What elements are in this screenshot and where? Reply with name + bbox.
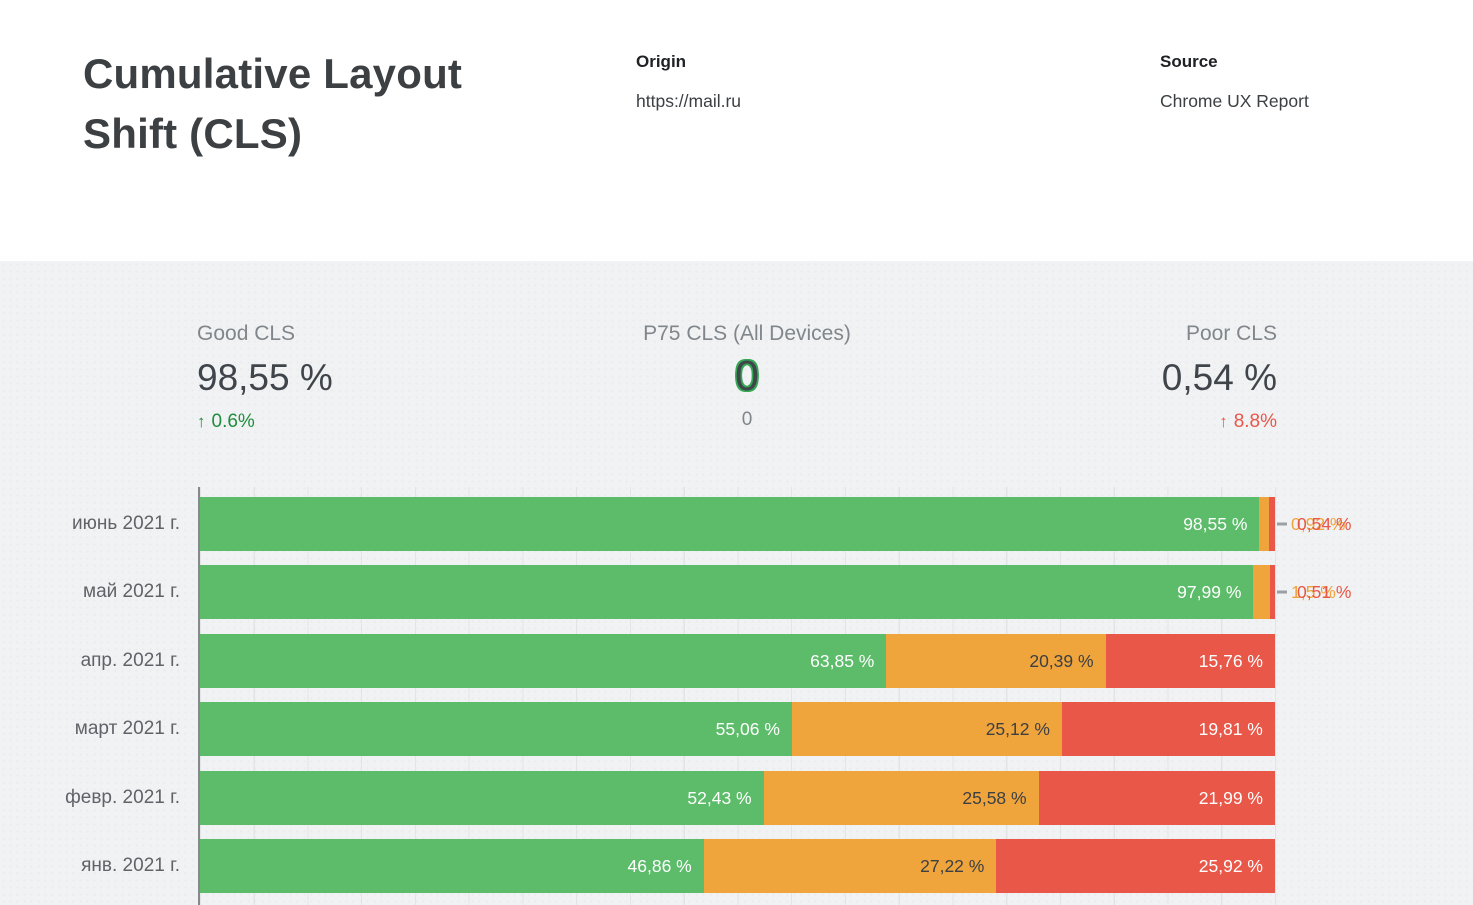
scorecard-delta: ↑ 8.8% [1162,410,1277,433]
bar-row: 63,85 % 20,39 % 15,76 % [200,633,1275,688]
bar-segment-poor[interactable] [1269,565,1275,620]
bar-row: 52,43 % 25,58 % 21,99 % [200,770,1275,825]
origin-label: Origin [636,52,687,71]
scorecard-value: 0,54 % [1161,357,1277,398]
scorecard-value: 98,55 % [197,357,333,398]
bar-value-label: 98,55 % [1183,514,1248,534]
bar-segment-good[interactable]: 52,43 % [200,770,764,825]
bar-value-label: 20,39 % [1029,650,1094,671]
bar-segment-good[interactable]: 46,86 % [200,839,704,893]
category-label: июнь 2021 г. [72,513,180,534]
bar-segment-needs-improvement[interactable]: 25,12 % [791,702,1062,757]
page-title: Cumulative Layout Shift (CLS) [83,50,463,157]
bar-value-label: 63,85 % [810,650,875,671]
bar-segment-poor[interactable]: 15,76 % [1105,633,1275,688]
bar-value-label: 25,12 % [985,719,1050,740]
bar-segment-good[interactable]: 97,99 % [200,565,1254,620]
label-leader-dash [1277,522,1287,526]
header: Cumulative Layout Shift (CLS) Origin htt… [0,0,1473,261]
arrow-up-icon: ↑ [197,412,206,431]
scorecard-secondary-value: 0 [741,409,753,430]
source-block: Source Chrome UX Report [1160,51,1309,112]
scorecard-label: Poor CLS [1185,322,1277,345]
category-label: май 2021 г. [83,581,180,603]
arrow-up-icon: ↑ [1219,412,1228,431]
bar-row: 55,06 % 25,12 % 19,81 % [200,702,1275,757]
bar-row: 98,55 % 0,92 % 0,54 % [200,497,1351,551]
bar-value-label-outside: 1,5 % [1291,582,1336,603]
bar-value-label: 21,99 % [1198,787,1263,808]
scorecard-value-highlighted: 0 [735,352,759,400]
bar-value-label-outside: 0,51 % [1297,582,1352,603]
plot-area: 98,55 % 0,92 % 0,54 % 97,99 % 1,5 % 0,51 % 63,… [198,487,1351,905]
bar-segment-poor[interactable]: 25,92 % [996,839,1275,893]
bar-segment-needs-improvement[interactable]: 27,22 % [703,839,997,893]
category-label: февр. 2021 г. [65,786,180,808]
scorecard-p75-cls: P75 CLS (All Devices) 0 0 [547,322,947,431]
bar-value-label-outside: 0,54 % [1297,514,1352,534]
bar-value-label: 97,99 % [1177,582,1242,603]
bar-segment-needs-improvement[interactable]: 25,58 % [763,770,1039,825]
scorecard-poor-cls: Poor CLS 0,54 % ↑ 8.8% [1162,322,1277,433]
bar-segment-poor[interactable] [1269,497,1276,551]
bar-segment-needs-improvement[interactable] [1253,565,1270,620]
source-label: Source [1160,52,1218,71]
scorecard-label: P75 CLS (All Devices) [643,322,851,345]
bar-value-label: 25,92 % [1198,856,1263,876]
category-label: апр. 2021 г. [80,649,180,671]
scorecard-delta-value: 8.8% [1233,411,1277,432]
label-leader-dash [1277,590,1287,594]
bar-segment-needs-improvement[interactable] [1259,497,1270,551]
source-value: Chrome UX Report [1160,91,1309,111]
bar-segment-good[interactable]: 55,06 % [200,702,792,757]
bar-value-label: 55,06 % [715,719,780,740]
bar-segment-poor[interactable]: 19,81 % [1061,702,1275,757]
bar-segment-good[interactable]: 98,55 % [200,497,1260,551]
bar-row: 97,99 % 1,5 % 0,51 % [200,565,1351,620]
category-label: янв. 2021 г. [81,855,180,876]
bar-row: 46,86 % 27,22 % 25,92 % [200,839,1275,893]
origin-value: https://mail.ru [636,91,742,111]
category-label: март 2021 г. [74,718,180,740]
bar-value-label: 52,43 % [687,787,752,808]
category-axis: июнь 2021 г. май 2021 г. апр. 2021 г. март … [0,487,180,905]
scorecard-good-cls: Good CLS 98,55 % ↑ 0.6% [197,322,333,433]
scorecard-delta: ↑ 0.6% [197,410,333,433]
bar-value-label: 15,76 % [1198,650,1263,671]
bar-value-label: 46,86 % [627,856,692,876]
bar-value-label: 27,22 % [920,856,985,876]
scorecard-delta-value: 0.6% [211,411,255,432]
bar-segment-good[interactable]: 63,85 % [200,633,887,688]
bar-value-label-outside: 0,92 % [1291,514,1346,534]
bar-value-label: 25,58 % [962,787,1027,808]
bar-value-label: 19,81 % [1198,719,1263,740]
scorecard-label: Good CLS [197,322,296,345]
origin-block: Origin https://mail.ru [636,51,741,112]
bar-segment-needs-improvement[interactable]: 20,39 % [886,633,1106,688]
bar-segment-poor[interactable]: 21,99 % [1038,770,1275,825]
